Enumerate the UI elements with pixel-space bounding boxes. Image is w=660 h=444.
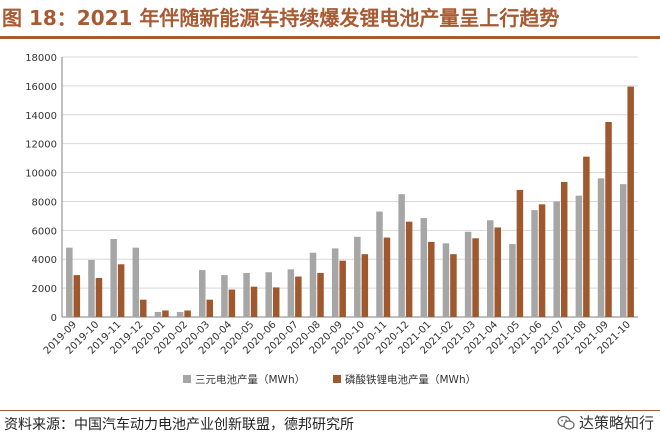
figure-title: 图 18：2021 年伴随新能源车持续爆发锂电池产量呈上行趋势	[2, 6, 560, 30]
bar-ternary	[553, 201, 560, 317]
bar-lfp	[95, 278, 103, 317]
bar-ternary	[331, 248, 339, 317]
bar-ternary	[597, 178, 605, 317]
watermark: 达策略知行	[557, 411, 654, 435]
y-tick-label: 12000	[25, 140, 57, 151]
bar-ternary	[509, 244, 516, 317]
bar-lfp	[627, 86, 634, 317]
y-tick-label: 8000	[32, 197, 57, 208]
title-divider	[0, 36, 660, 39]
bar-lfp	[405, 221, 413, 317]
bar-lfp	[162, 310, 169, 317]
y-tick-label: 0	[51, 313, 57, 324]
bar-lfp	[317, 272, 324, 317]
bar-lfp	[228, 289, 236, 317]
bar-ternary	[575, 195, 583, 317]
bar-lfp	[583, 156, 590, 317]
y-tick-label: 6000	[32, 226, 57, 237]
bar-lfp	[605, 122, 612, 317]
bar-ternary	[442, 243, 450, 317]
bar-lfp	[184, 310, 191, 317]
bar-lfp	[560, 181, 568, 317]
bar-ternary	[221, 275, 228, 317]
bar-lfp	[472, 238, 479, 317]
bar-ternary	[66, 247, 73, 317]
bar-ternary	[354, 236, 361, 317]
y-tick-label: 14000	[25, 111, 57, 122]
bar-lfp	[73, 275, 81, 317]
bar-lfp	[361, 254, 369, 317]
bar-lfp	[494, 227, 501, 317]
bar-lfp	[383, 237, 391, 317]
bar-ternary	[398, 194, 405, 317]
bar-chart: 0 2000 4000 6000 8000 10000 12000 14000 16000 180…	[25, 53, 638, 386]
bar-lfp	[450, 254, 457, 317]
y-tick-label: 4000	[32, 255, 57, 266]
bar-lfp	[206, 299, 213, 317]
wechat-icon	[557, 415, 575, 430]
bar-lfp	[272, 287, 280, 317]
source-note: 资料来源：中国汽车动力电池产业创新联盟，德邦研究所	[4, 417, 354, 433]
bar-lfp	[428, 241, 435, 317]
bar-ternary	[110, 239, 117, 317]
bar-lfp	[516, 189, 524, 317]
bar-ternary	[376, 211, 383, 317]
bar-ternary	[132, 247, 140, 317]
bar-ternary	[619, 184, 627, 317]
bar-lfp	[339, 260, 346, 317]
bar-ternary	[309, 252, 317, 317]
legend-swatch	[183, 375, 191, 383]
y-tick-label: 10000	[25, 169, 57, 180]
bar-ternary	[265, 272, 272, 317]
bar-ternary	[154, 311, 162, 317]
y-tick-label: 16000	[25, 82, 57, 93]
legend-label: 磷酸铁锂电池产量（MWh）	[345, 373, 476, 386]
bar-ternary	[420, 218, 428, 317]
bar-lfp	[250, 286, 258, 317]
watermark-text: 达策略知行	[578, 414, 654, 432]
bar-ternary	[199, 270, 206, 317]
bar-lfp	[117, 264, 125, 317]
y-tick-label: 18000	[25, 53, 57, 64]
bar-ternary	[176, 311, 184, 317]
bar-ternary	[243, 272, 250, 317]
bar-lfp	[140, 299, 147, 317]
legend-swatch	[333, 375, 341, 383]
bar-lfp	[295, 276, 302, 317]
bar-ternary	[88, 259, 95, 317]
bar-ternary	[287, 269, 295, 317]
bar-ternary	[487, 220, 494, 317]
y-tick-label: 2000	[32, 284, 57, 295]
bar-lfp	[538, 204, 546, 317]
legend-label: 三元电池产量（MWh）	[195, 373, 305, 386]
bar-ternary	[464, 231, 472, 317]
footer-divider	[0, 410, 660, 411]
bar-ternary	[531, 210, 538, 317]
